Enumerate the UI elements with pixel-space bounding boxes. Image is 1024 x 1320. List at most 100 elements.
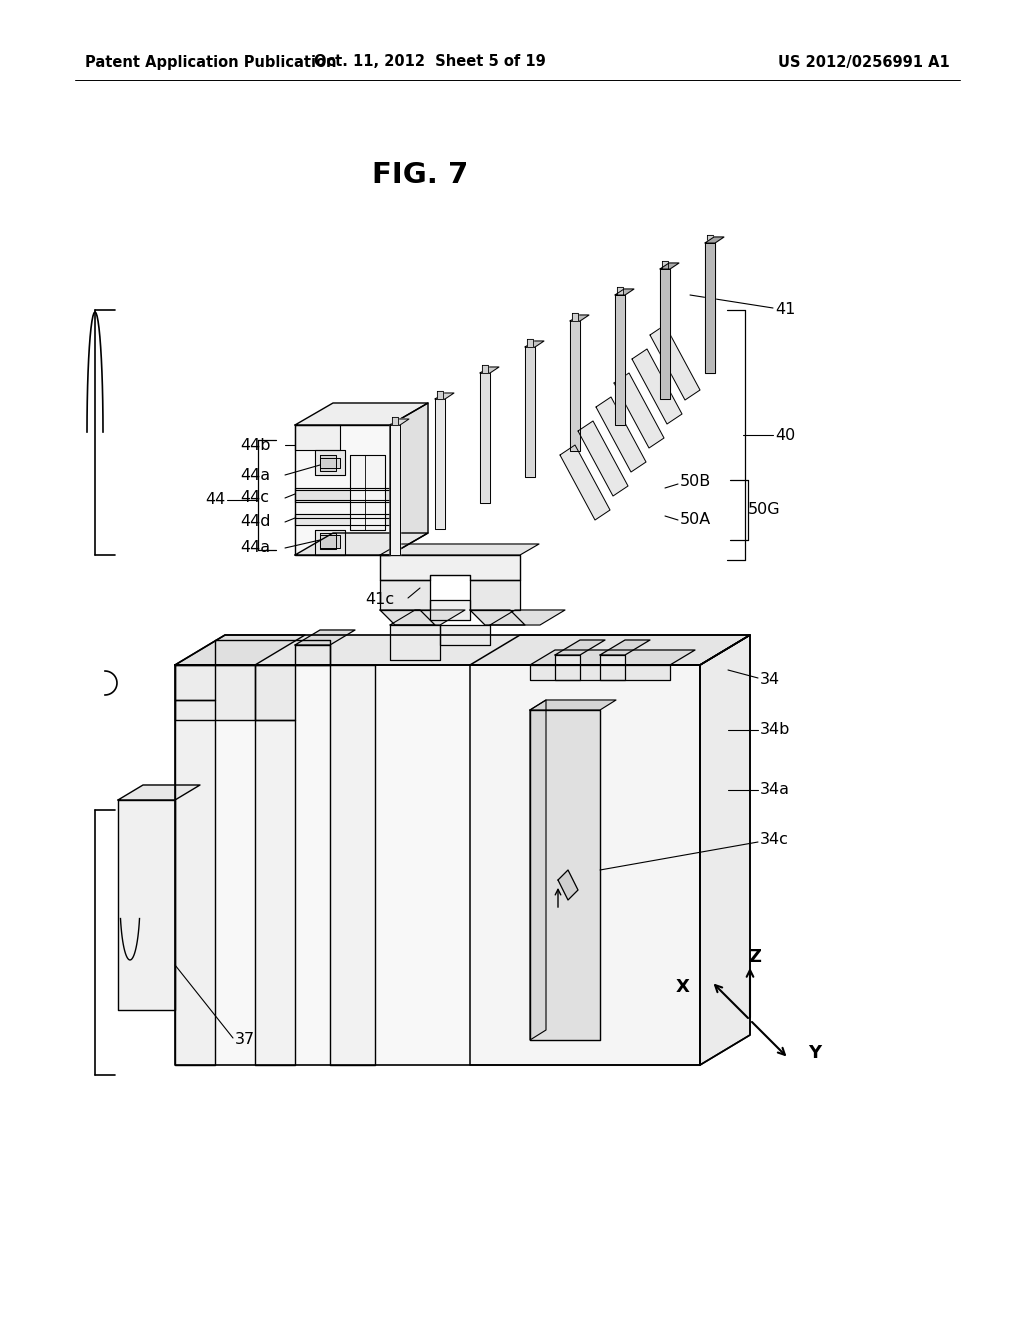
Polygon shape	[330, 665, 375, 1065]
Polygon shape	[480, 374, 490, 503]
Polygon shape	[570, 321, 580, 451]
Polygon shape	[482, 366, 488, 374]
Polygon shape	[530, 700, 616, 710]
Polygon shape	[525, 347, 535, 477]
Polygon shape	[350, 455, 385, 531]
Polygon shape	[660, 269, 670, 399]
Polygon shape	[525, 341, 544, 347]
Polygon shape	[390, 610, 465, 624]
Polygon shape	[295, 425, 340, 450]
Text: 44a: 44a	[240, 540, 270, 556]
Polygon shape	[560, 445, 610, 520]
Polygon shape	[570, 315, 589, 321]
Text: 44d: 44d	[240, 515, 270, 529]
Polygon shape	[319, 458, 340, 469]
Text: 44: 44	[205, 492, 225, 507]
Polygon shape	[437, 391, 443, 399]
Text: 37: 37	[234, 1032, 255, 1048]
Polygon shape	[470, 610, 525, 624]
Polygon shape	[319, 535, 340, 548]
Polygon shape	[617, 286, 623, 294]
Text: Z: Z	[749, 948, 762, 966]
Polygon shape	[705, 238, 724, 243]
Polygon shape	[315, 450, 345, 475]
Text: 41c: 41c	[365, 593, 394, 607]
Text: 44a: 44a	[240, 467, 270, 483]
Text: 44b: 44b	[240, 437, 270, 453]
Text: Patent Application Publication: Patent Application Publication	[85, 54, 337, 70]
Polygon shape	[600, 640, 650, 655]
Polygon shape	[118, 785, 200, 800]
Polygon shape	[295, 513, 390, 525]
Polygon shape	[490, 610, 565, 624]
Polygon shape	[662, 261, 668, 269]
Text: X: X	[676, 978, 690, 995]
Text: 34c: 34c	[760, 833, 788, 847]
Polygon shape	[215, 640, 330, 665]
Polygon shape	[175, 665, 700, 1065]
Polygon shape	[390, 418, 409, 425]
Text: Y: Y	[808, 1044, 821, 1063]
Polygon shape	[614, 374, 664, 447]
Polygon shape	[470, 635, 750, 665]
Text: 41: 41	[775, 302, 796, 318]
Polygon shape	[600, 655, 625, 680]
Polygon shape	[572, 313, 578, 321]
Polygon shape	[527, 339, 534, 347]
Text: US 2012/0256991 A1: US 2012/0256991 A1	[778, 54, 950, 70]
Polygon shape	[175, 665, 215, 700]
Polygon shape	[255, 665, 295, 719]
Polygon shape	[440, 624, 490, 645]
Polygon shape	[390, 425, 400, 554]
Polygon shape	[175, 665, 255, 719]
Polygon shape	[530, 700, 546, 1040]
Polygon shape	[390, 624, 440, 660]
Polygon shape	[295, 533, 428, 554]
Text: 50B: 50B	[680, 474, 712, 490]
Polygon shape	[380, 579, 430, 610]
Text: FIG. 7: FIG. 7	[372, 161, 468, 189]
Polygon shape	[530, 665, 670, 680]
Polygon shape	[578, 421, 628, 496]
Polygon shape	[392, 417, 398, 425]
Polygon shape	[470, 665, 700, 1065]
Polygon shape	[470, 579, 520, 610]
Polygon shape	[319, 455, 336, 471]
Polygon shape	[175, 700, 215, 1065]
Polygon shape	[295, 403, 428, 425]
Polygon shape	[700, 635, 750, 1065]
Polygon shape	[255, 719, 295, 1065]
Text: 50A: 50A	[680, 512, 712, 528]
Polygon shape	[175, 635, 305, 665]
Polygon shape	[650, 325, 700, 400]
Polygon shape	[295, 630, 355, 645]
Polygon shape	[530, 710, 600, 1040]
Polygon shape	[707, 235, 713, 243]
Polygon shape	[530, 649, 695, 665]
Polygon shape	[435, 393, 454, 399]
Polygon shape	[435, 399, 445, 529]
Text: 34a: 34a	[760, 783, 790, 797]
Polygon shape	[480, 367, 499, 374]
Polygon shape	[555, 640, 605, 655]
Polygon shape	[315, 531, 345, 554]
Polygon shape	[615, 289, 634, 294]
Polygon shape	[319, 533, 336, 549]
Text: 44c: 44c	[240, 491, 269, 506]
Text: 34b: 34b	[760, 722, 791, 738]
Polygon shape	[118, 800, 175, 1010]
Text: 40: 40	[775, 428, 796, 442]
Text: Oct. 11, 2012  Sheet 5 of 19: Oct. 11, 2012 Sheet 5 of 19	[314, 54, 546, 70]
Polygon shape	[380, 610, 435, 624]
Polygon shape	[380, 554, 520, 579]
Polygon shape	[615, 294, 625, 425]
Polygon shape	[632, 348, 682, 424]
Polygon shape	[558, 870, 578, 900]
Polygon shape	[596, 397, 646, 473]
Polygon shape	[295, 645, 330, 665]
Polygon shape	[295, 425, 390, 554]
Polygon shape	[700, 635, 750, 1065]
Polygon shape	[430, 601, 470, 620]
Polygon shape	[555, 655, 580, 680]
Polygon shape	[295, 488, 390, 502]
